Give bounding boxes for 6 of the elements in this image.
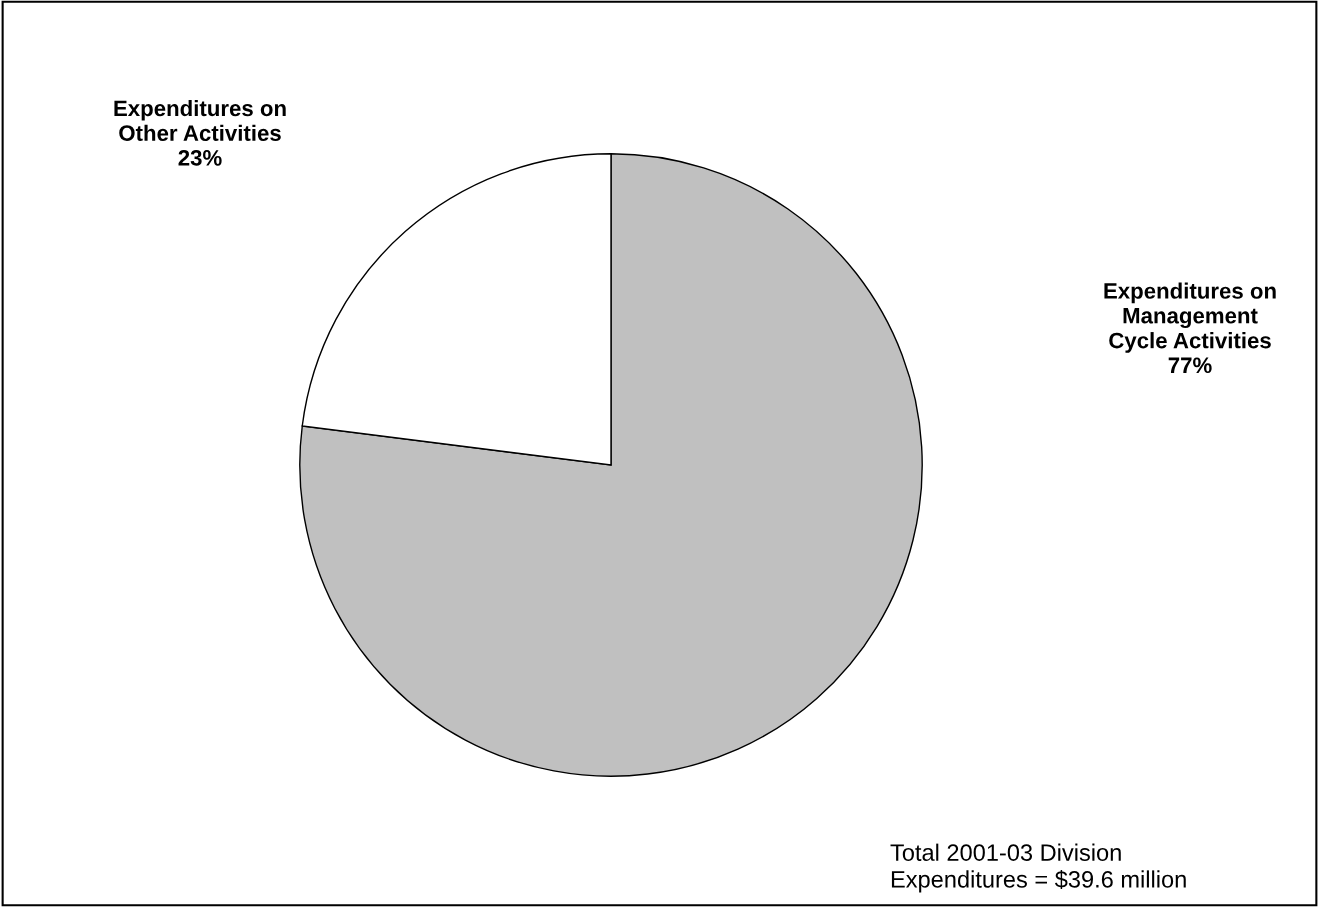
slice-label: Expenditures on Management Cycle Activities: [1104, 282, 1276, 353]
data-label: 77%: [1168, 357, 1212, 374]
text: Total 2001-03 Division Expenditures = $39.6 million: [890, 843, 1186, 893]
data-label: 23%: [178, 149, 222, 166]
slice-label: Expenditures on Other Activities: [114, 99, 286, 141]
pie-slice: [299, 153, 923, 777]
